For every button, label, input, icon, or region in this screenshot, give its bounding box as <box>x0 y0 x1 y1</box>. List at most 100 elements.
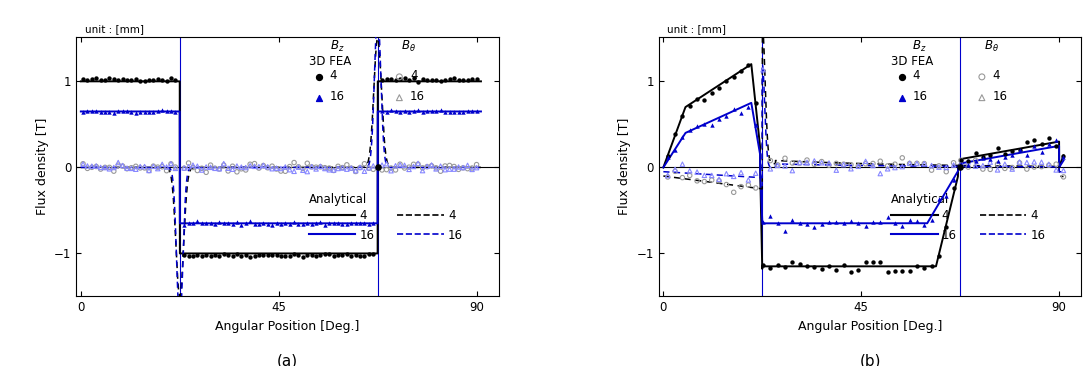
Point <box>365 220 382 226</box>
Point <box>198 169 215 175</box>
Point <box>784 259 802 265</box>
Point <box>733 184 750 190</box>
Text: unit : [mm]: unit : [mm] <box>667 24 726 34</box>
Point <box>127 76 144 82</box>
Point <box>1047 161 1065 167</box>
Point <box>1033 141 1051 147</box>
Point <box>131 165 149 171</box>
Point <box>1033 159 1051 165</box>
Point <box>835 262 853 268</box>
Point <box>339 166 356 172</box>
Point <box>657 98 675 104</box>
Point <box>347 168 365 173</box>
Point <box>945 178 962 183</box>
Point <box>167 164 185 170</box>
Point <box>938 224 956 230</box>
Point <box>717 78 735 84</box>
Point <box>100 109 118 115</box>
Point <box>812 266 830 272</box>
Point <box>674 134 691 139</box>
Point <box>418 164 436 169</box>
Point <box>330 253 347 258</box>
Point <box>930 164 948 170</box>
Point <box>395 163 413 168</box>
Point <box>307 166 324 172</box>
Point <box>446 109 463 115</box>
Point <box>321 220 339 226</box>
Point <box>776 155 794 161</box>
Point <box>149 76 166 82</box>
Point <box>405 75 423 81</box>
Point <box>988 145 1006 151</box>
Point <box>982 167 999 172</box>
Point <box>87 164 105 169</box>
Text: 16: 16 <box>448 229 463 242</box>
Text: (b): (b) <box>859 354 881 366</box>
Point <box>952 161 970 167</box>
Point <box>154 78 171 83</box>
Point <box>414 165 431 171</box>
Point <box>418 164 436 169</box>
Point <box>382 76 400 82</box>
Point <box>717 113 735 119</box>
Point <box>127 110 144 116</box>
Point <box>437 167 454 173</box>
Point <box>149 108 166 114</box>
Point <box>176 252 193 258</box>
Point <box>140 109 157 115</box>
Point <box>87 163 105 169</box>
Point <box>463 108 480 114</box>
Point <box>454 109 472 115</box>
Point <box>761 265 779 271</box>
Point <box>356 168 373 174</box>
Point <box>114 76 131 82</box>
Point <box>915 265 933 271</box>
Point <box>431 168 449 174</box>
Point <box>459 77 476 83</box>
Point <box>237 252 254 258</box>
Point <box>391 109 408 115</box>
Point <box>219 252 237 258</box>
Point <box>938 193 956 199</box>
Text: 4: 4 <box>330 69 337 82</box>
Point <box>224 163 241 169</box>
Point <box>820 263 838 269</box>
Point <box>289 164 307 170</box>
Point <box>681 103 699 109</box>
Point <box>945 185 962 191</box>
Point <box>259 165 276 171</box>
Point <box>302 164 320 170</box>
Point <box>395 108 413 114</box>
Point <box>857 259 875 265</box>
Point <box>806 264 823 269</box>
Point <box>467 162 485 168</box>
Point <box>952 161 970 167</box>
Point <box>272 254 289 259</box>
Point <box>79 108 96 114</box>
Point <box>850 267 867 273</box>
Point <box>391 76 408 82</box>
Point <box>237 167 254 173</box>
Point <box>163 161 180 167</box>
Point <box>114 163 131 169</box>
Point <box>285 219 302 225</box>
Point <box>92 164 109 170</box>
Point <box>215 162 233 168</box>
Point <box>233 164 250 170</box>
Point <box>135 164 153 169</box>
Point <box>87 75 105 81</box>
Point <box>356 161 373 167</box>
Text: 4: 4 <box>410 69 417 82</box>
Point <box>1055 153 1072 159</box>
Point <box>135 165 153 171</box>
Point <box>144 163 162 169</box>
Point <box>674 113 691 119</box>
Point <box>272 221 289 227</box>
Point <box>776 264 794 270</box>
Point <box>1018 160 1035 165</box>
Point <box>294 165 311 171</box>
Point <box>167 165 185 171</box>
Point <box>317 222 334 228</box>
Point <box>75 98 93 104</box>
Point <box>703 123 721 128</box>
